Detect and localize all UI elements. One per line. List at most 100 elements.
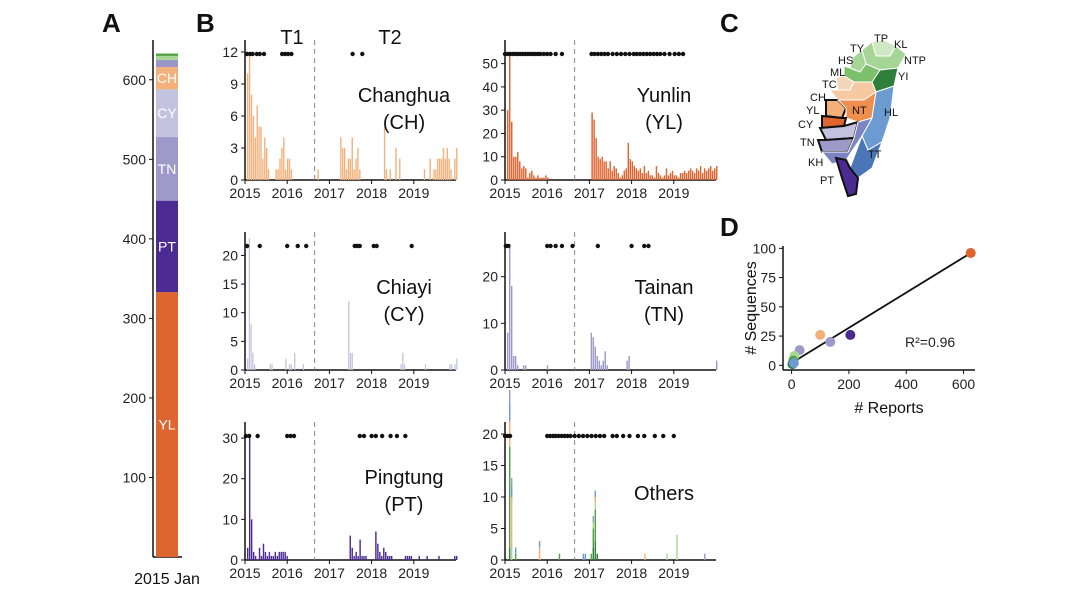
panel-label-b: B [196, 8, 215, 38]
subplot-y-tick-label: 30 [222, 430, 238, 446]
case-bar [281, 148, 283, 180]
case-bar [262, 158, 264, 180]
case-bar [279, 158, 281, 180]
case-bar [285, 169, 287, 180]
sample-dot [570, 243, 575, 249]
sample-dot [614, 433, 620, 439]
case-bar [507, 110, 509, 180]
case-bar [357, 555, 359, 560]
case-bar [517, 152, 519, 180]
case-bar [399, 158, 401, 180]
map-label-hs: HS [838, 55, 853, 67]
region-name: Pingtung [365, 467, 444, 489]
case-bar [254, 555, 257, 560]
sample-dot [599, 51, 604, 57]
sample-dot [651, 51, 656, 57]
case-bar [531, 170, 533, 180]
case-bar [247, 73, 249, 180]
case-bar [665, 168, 668, 180]
case-bar-segment [538, 541, 541, 548]
case-bar [593, 119, 595, 180]
case-bar [260, 126, 262, 180]
case-bar-segment [508, 389, 511, 403]
case-bar [403, 364, 406, 370]
case-bar [713, 168, 716, 180]
case-bar [444, 158, 447, 180]
case-bar [353, 555, 355, 560]
scatter-y-tick-label: 25 [760, 328, 776, 344]
case-bar [390, 555, 393, 560]
case-bar [365, 555, 367, 560]
subplot-x-tick-label: 2017 [314, 375, 345, 391]
subplot-y-tick-label: 20 [222, 247, 238, 263]
case-bar [619, 177, 621, 180]
subplot-x-tick-label: 2015 [489, 185, 520, 201]
panel-a-segment-label: CH [157, 70, 177, 86]
period-label-t2: T2 [378, 27, 401, 49]
case-bar [683, 170, 686, 180]
subplot-x-tick-label: 2016 [272, 185, 303, 201]
sample-dot [623, 51, 628, 57]
panel-a-segment-ch [156, 67, 178, 90]
case-bar [252, 352, 254, 370]
subplot-x-tick-label: 2015 [489, 375, 520, 391]
map-label-kh: KH [808, 157, 823, 169]
subplot-pingtung: 0 10 20 30 2015 2016 2017 2018 2019 Pingtung (PT) [222, 422, 458, 581]
case-bar [707, 168, 710, 180]
case-bar [625, 168, 628, 180]
case-bar [522, 365, 525, 370]
case-bar [659, 175, 662, 180]
case-bar [357, 148, 359, 180]
case-bar [433, 169, 435, 180]
case-bar [351, 547, 353, 560]
map-label-hl: HL [884, 107, 898, 119]
case-bar-segment [594, 509, 597, 542]
sample-dot [672, 51, 677, 57]
case-bar [267, 169, 270, 180]
case-bar [545, 175, 547, 180]
map-region-pt [834, 156, 860, 198]
case-bar [599, 159, 601, 180]
scatter-x-tick-label: 600 [952, 376, 976, 392]
case-bar [523, 166, 525, 180]
subplot-x-tick-label: 2018 [616, 375, 647, 391]
sample-dot [244, 243, 250, 249]
subplot-y-tick-label: 6 [230, 108, 238, 124]
region-name: Others [634, 483, 694, 505]
case-bar-segment [594, 497, 597, 504]
sample-dot [658, 51, 663, 57]
sample-dot [255, 433, 260, 439]
sample-dot [580, 433, 586, 439]
case-bar-segment [538, 547, 541, 560]
scatter-x-tick-label: 0 [788, 376, 796, 392]
case-bar [543, 177, 545, 180]
case-bar [705, 170, 708, 180]
case-bar [594, 346, 597, 370]
panel-d-scatter: 0 25 50 75 100 0 200 400 600 R²=0.96 # Reports # Se… [743, 240, 976, 417]
case-bar [513, 156, 515, 180]
map-label-yl: YL [806, 105, 819, 117]
case-bar-segment [704, 553, 706, 560]
case-bar-segment [592, 522, 595, 529]
scatter-y-label: # Sequences [743, 261, 760, 354]
sample-dot [572, 433, 577, 439]
case-bar [631, 161, 634, 180]
case-bar [697, 170, 700, 180]
panel-a-segment-cy [156, 89, 178, 138]
subplot-y-tick-label: 0 [490, 172, 498, 188]
sample-dot [568, 433, 573, 439]
case-bar [716, 360, 718, 370]
case-bar [693, 173, 696, 180]
sample-dot [646, 243, 651, 249]
sample-dot [601, 433, 607, 439]
case-bar [247, 547, 249, 560]
sample-dot [291, 433, 297, 439]
case-bar [595, 138, 597, 180]
case-bar [406, 555, 409, 560]
subplot-x-tick-label: 2018 [356, 565, 387, 581]
subplot-y-tick-label: 0 [230, 172, 238, 188]
case-bar [627, 142, 630, 180]
sample-dot [369, 433, 374, 439]
case-bar [629, 159, 632, 180]
case-bar [451, 364, 453, 370]
